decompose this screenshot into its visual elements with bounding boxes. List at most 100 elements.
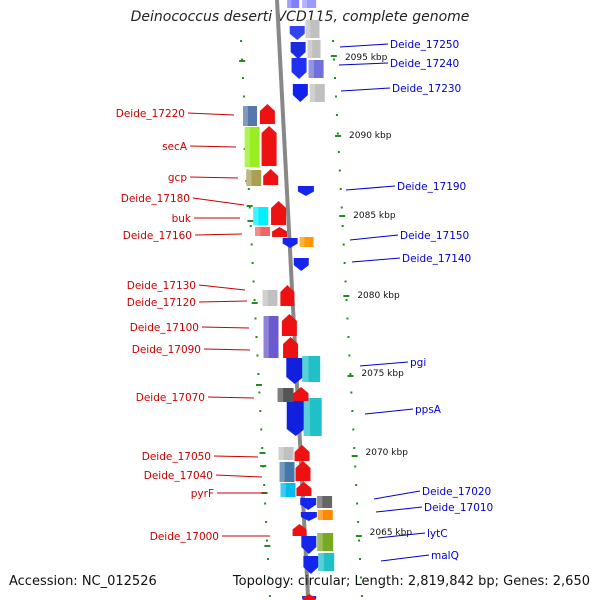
track-dot [268, 595, 271, 597]
gene-label-Deide_17190: Deide_17190 [397, 181, 466, 193]
track-dot [259, 410, 262, 412]
gene-box-shade [279, 462, 285, 482]
gene-box [318, 553, 335, 571]
label-leader-line [201, 326, 250, 329]
gene-arrow-reverse [286, 358, 304, 384]
gene-box [317, 510, 333, 520]
label-leader-line [194, 233, 243, 236]
gene-arrow-reverse [289, 26, 305, 40]
scale-tick [264, 545, 271, 547]
scale-tick [255, 384, 262, 386]
track-dot [354, 465, 357, 468]
gene-box [287, 0, 300, 8]
gene-arrow-forward [294, 445, 310, 461]
gene-box [279, 462, 295, 482]
gene-arrow-reverse [286, 400, 305, 436]
gene-box-shade [302, 356, 309, 382]
gene-box-shade [317, 510, 324, 520]
gene-label-Deide_17130: Deide_17130 [127, 280, 196, 292]
track-dot [353, 447, 356, 449]
gene-arrow-reverse [300, 498, 317, 510]
gene-label-Deide_17010: Deide_17010 [424, 502, 493, 514]
gene-box [308, 60, 324, 78]
track-dot [358, 539, 361, 542]
gene-label-lytC: lytC [427, 528, 448, 540]
gene-box [255, 227, 271, 236]
gene-arrow-forward [292, 524, 307, 536]
scale-tick [259, 452, 266, 454]
gene-box-shade [305, 20, 311, 38]
gene-box-shade [278, 447, 284, 460]
track-dot [247, 188, 250, 190]
track-dot [342, 243, 345, 246]
inner-tick-track [240, 40, 271, 597]
scale-label: 2095 kbp [345, 53, 388, 63]
track-dot [336, 132, 339, 135]
track-dot [253, 299, 256, 301]
label-leader-line [340, 87, 391, 92]
gene-box-shade [280, 483, 286, 497]
gene-label-Deide_17180: Deide_17180 [121, 193, 190, 205]
gene-box [246, 170, 262, 186]
track-dot [267, 576, 270, 579]
gene-box [302, 0, 317, 8]
track-dot [256, 354, 259, 357]
scale-tick [251, 302, 258, 304]
gene-box [317, 496, 333, 508]
track-dot [257, 373, 260, 375]
track-dot [333, 58, 336, 61]
scale-tick [351, 455, 358, 457]
gene-arrow-reverse [282, 238, 298, 248]
track-dot [338, 169, 341, 172]
track-dot [263, 484, 266, 486]
gene-box-shade [287, 0, 292, 8]
gene-arrow-reverse [300, 512, 317, 521]
label-leader-line [339, 43, 389, 48]
track-dot [266, 539, 269, 542]
gene-box-shade [309, 84, 316, 102]
gene-label-Deide_17000: Deide_17000 [150, 531, 219, 543]
label-leader-line [364, 408, 414, 415]
gene-box-shade [246, 170, 252, 186]
gene-box [263, 316, 279, 358]
gene-label-Deide_17100: Deide_17100 [130, 322, 199, 334]
label-leader-line [213, 455, 259, 458]
track-dot [356, 502, 359, 505]
scale-tick [247, 220, 254, 222]
track-dot [334, 95, 337, 98]
scale-tick [246, 205, 253, 207]
scale-tick [330, 55, 337, 57]
gene-box-shade [255, 227, 261, 236]
gene-box [244, 127, 260, 167]
gene-arrow-reverse [293, 258, 309, 271]
gene-arrow-reverse [290, 42, 306, 59]
gene-label-Deide_17140: Deide_17140 [402, 253, 471, 265]
label-leader-line [373, 490, 421, 500]
track-dot [265, 521, 268, 523]
scale-label: 2070 kbp [366, 448, 409, 458]
track-dot [360, 595, 363, 597]
label-leader-line [207, 396, 255, 399]
track-dot [264, 502, 267, 505]
track-dot [357, 521, 360, 523]
gene-label-Deide_17220: Deide_17220 [116, 108, 185, 120]
gene-box-shade [277, 388, 284, 402]
gene-label-malQ: malQ [431, 550, 459, 562]
gene-arrow-reverse [303, 556, 319, 574]
label-leader-line [377, 532, 426, 539]
gene-box [302, 356, 321, 382]
gene-label-buk: buk [172, 213, 192, 225]
gene-label-Deide_17090: Deide_17090 [132, 344, 201, 356]
label-leader-line [359, 361, 409, 367]
gene-box-shade [253, 207, 259, 225]
genome-title: Deinococcus deserti VCD115, complete gen… [130, 9, 470, 25]
gene-arrow-reverse [292, 84, 308, 102]
track-dot [359, 576, 362, 579]
label-leader-line [198, 300, 248, 303]
gene-box [278, 447, 294, 460]
track-dot [242, 95, 245, 98]
gene-box [317, 533, 334, 551]
gene-label-Deide_17250: Deide_17250 [390, 39, 459, 51]
scale-tick [343, 295, 350, 297]
